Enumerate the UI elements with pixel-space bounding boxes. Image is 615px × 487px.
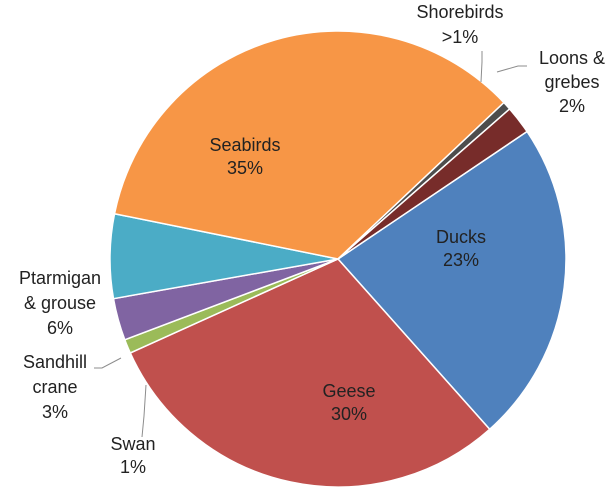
slice-label-ducks: Ducks 23% <box>436 227 486 270</box>
slice-label-line: grebes <box>544 72 599 92</box>
leader-line-loons-grebes <box>496 65 527 73</box>
slice-label-line: 2% <box>559 96 585 116</box>
slice-label-line: Sandhill <box>23 352 87 372</box>
leader-line-shorebirds <box>480 51 483 83</box>
slice-label-sandhill-crane: Sandhill crane 3% <box>23 352 87 422</box>
slice-label-line: >1% <box>442 27 479 47</box>
slice-label-line: 35% <box>227 158 263 178</box>
leader-line-swan <box>141 384 147 438</box>
slice-label-swan: Swan 1% <box>110 434 155 477</box>
slice-label-line: crane <box>32 377 77 397</box>
slice-label-geese: Geese 30% <box>322 381 375 424</box>
slice-label-line: 1% <box>120 457 146 477</box>
pie-slice-seabirds <box>113 30 505 260</box>
pie-slice-ducks <box>336 130 567 431</box>
slice-label-line: Seabirds <box>209 135 280 155</box>
slice-label-line: 6% <box>47 318 73 338</box>
pie-slice-geese <box>129 258 491 487</box>
leader-line-sandhill-crane <box>94 357 122 369</box>
slice-label-line: 3% <box>42 402 68 422</box>
slice-label-line: 30% <box>331 404 367 424</box>
slice-label-line: Ducks <box>436 227 486 247</box>
slice-label-loons-grebes: Loons & grebes 2% <box>539 48 605 116</box>
slice-label-line: Shorebirds <box>416 2 503 22</box>
slice-label-line: Ptarmigan <box>19 268 101 288</box>
slice-label-line: Loons & <box>539 48 605 68</box>
slice-label-line: Geese <box>322 381 375 401</box>
slice-label-line: 23% <box>443 250 479 270</box>
slice-label-line: Swan <box>110 434 155 454</box>
slice-label-shorebirds: Shorebirds >1% <box>416 2 503 47</box>
pie-slice-loons-grebes <box>337 107 529 260</box>
slice-label-ptarmigan-grouse: Ptarmigan & grouse 6% <box>19 268 101 338</box>
slice-label-line: & grouse <box>24 293 96 313</box>
slice-label-seabirds: Seabirds 35% <box>209 135 280 178</box>
